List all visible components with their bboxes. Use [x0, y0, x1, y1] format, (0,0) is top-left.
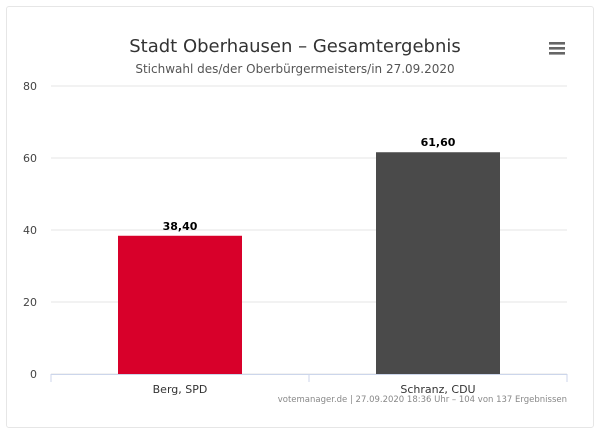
chart-title: Stadt Oberhausen – Gesamtergebnis: [129, 36, 461, 57]
hamburger-menu-icon[interactable]: [546, 38, 568, 56]
bars: 38,40 61,60: [118, 136, 500, 374]
bar[interactable]: [118, 235, 242, 374]
data-label: 61,60: [421, 136, 456, 149]
data-label: 38,40: [163, 220, 198, 233]
chart-subtitle: Stichwahl des/der Oberbürgermeisters/in …: [135, 62, 454, 76]
y-tick-label: 60: [23, 152, 37, 165]
x-category-label: Berg, SPD: [153, 383, 208, 396]
bar[interactable]: [376, 152, 500, 374]
x-axis: Berg, SPD Schranz, CDU: [50, 374, 568, 396]
y-tick-label: 0: [30, 368, 37, 381]
credits-text[interactable]: votemanager.de | 27.09.2020 18:36 Uhr – …: [278, 395, 567, 405]
x-category-label: Schranz, CDU: [400, 383, 475, 396]
y-axis: 0 20 40 60 80: [23, 80, 37, 381]
y-tick-label: 40: [23, 224, 37, 237]
y-tick-label: 20: [23, 296, 37, 309]
y-tick-label: 80: [23, 80, 37, 93]
